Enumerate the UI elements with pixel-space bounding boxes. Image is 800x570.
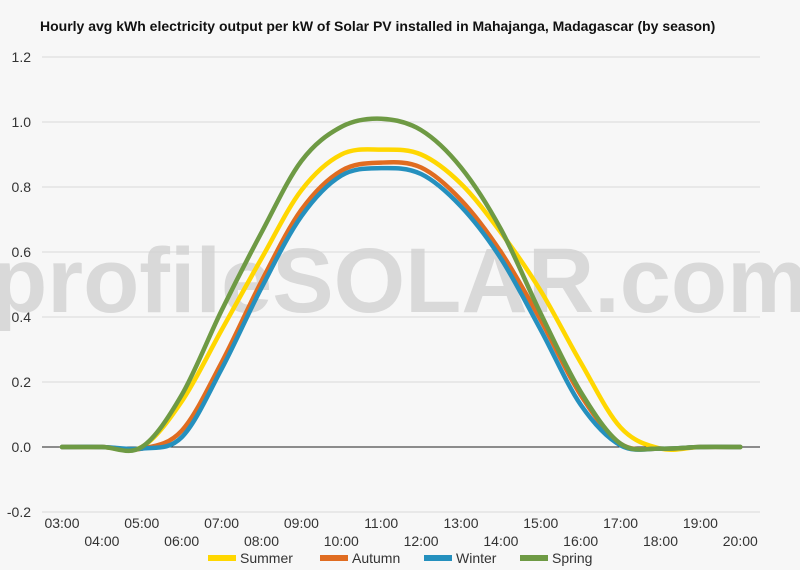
y-tick-label: 1.2: [12, 49, 32, 65]
x-tick-label: 17:00: [603, 515, 638, 531]
y-tick-label: 0.0: [12, 439, 32, 455]
y-tick-label: 0.8: [12, 179, 32, 195]
legend-label: Spring: [552, 550, 592, 566]
x-tick-label: 19:00: [683, 515, 718, 531]
x-tick-label: 05:00: [124, 515, 159, 531]
y-tick-label: -0.2: [7, 504, 31, 520]
series-line-spring: [59, 116, 743, 454]
legend: Summer Autumn Winter Spring: [208, 550, 592, 566]
x-tick-label: 20:00: [723, 533, 758, 549]
y-tick-label: 1.0: [12, 114, 32, 130]
x-tick-label: 03:00: [44, 515, 79, 531]
x-tick-label: 06:00: [164, 533, 199, 549]
legend-item-winter: Winter: [424, 550, 497, 566]
x-tick-label: 16:00: [563, 533, 598, 549]
legend-swatch: [208, 555, 236, 561]
legend-label: Autumn: [352, 550, 400, 566]
legend-item-spring: Spring: [520, 550, 592, 566]
legend-item-autumn: Autumn: [320, 550, 400, 566]
series-lines: [59, 116, 743, 454]
x-tick-label: 13:00: [443, 515, 478, 531]
watermark: profileSOLAR.com: [0, 230, 800, 332]
legend-item-summer: Summer: [208, 550, 293, 566]
y-tick-label: 0.4: [12, 309, 32, 325]
legend-swatch: [520, 555, 548, 561]
x-tick-label: 10:00: [324, 533, 359, 549]
legend-label: Summer: [240, 550, 293, 566]
x-tick-label: 11:00: [364, 515, 398, 531]
x-tick-label: 18:00: [643, 533, 678, 549]
x-tick-label: 15:00: [523, 515, 558, 531]
y-axis: -0.2 0.0 0.2 0.4 0.6 0.8 1.0 1.2: [7, 49, 31, 520]
chart-title: Hourly avg kWh electricity output per kW…: [40, 18, 716, 34]
series-line-summer: [59, 147, 743, 453]
legend-label: Winter: [456, 550, 497, 566]
y-tick-label: 0.2: [12, 374, 32, 390]
x-tick-label: 07:00: [204, 515, 239, 531]
grid-lines: [42, 56, 760, 513]
legend-swatch: [320, 555, 348, 561]
legend-swatch: [424, 555, 452, 561]
x-tick-label: 08:00: [244, 533, 279, 549]
x-axis: 03:00 04:00 05:00 06:00 07:00 08:00 09:00 10:00…: [44, 515, 758, 549]
y-tick-label: 0.6: [12, 244, 32, 260]
x-tick-label: 14:00: [483, 533, 518, 549]
x-tick-label: 04:00: [84, 533, 119, 549]
x-tick-label: 12:00: [404, 533, 439, 549]
x-tick-label: 09:00: [284, 515, 319, 531]
